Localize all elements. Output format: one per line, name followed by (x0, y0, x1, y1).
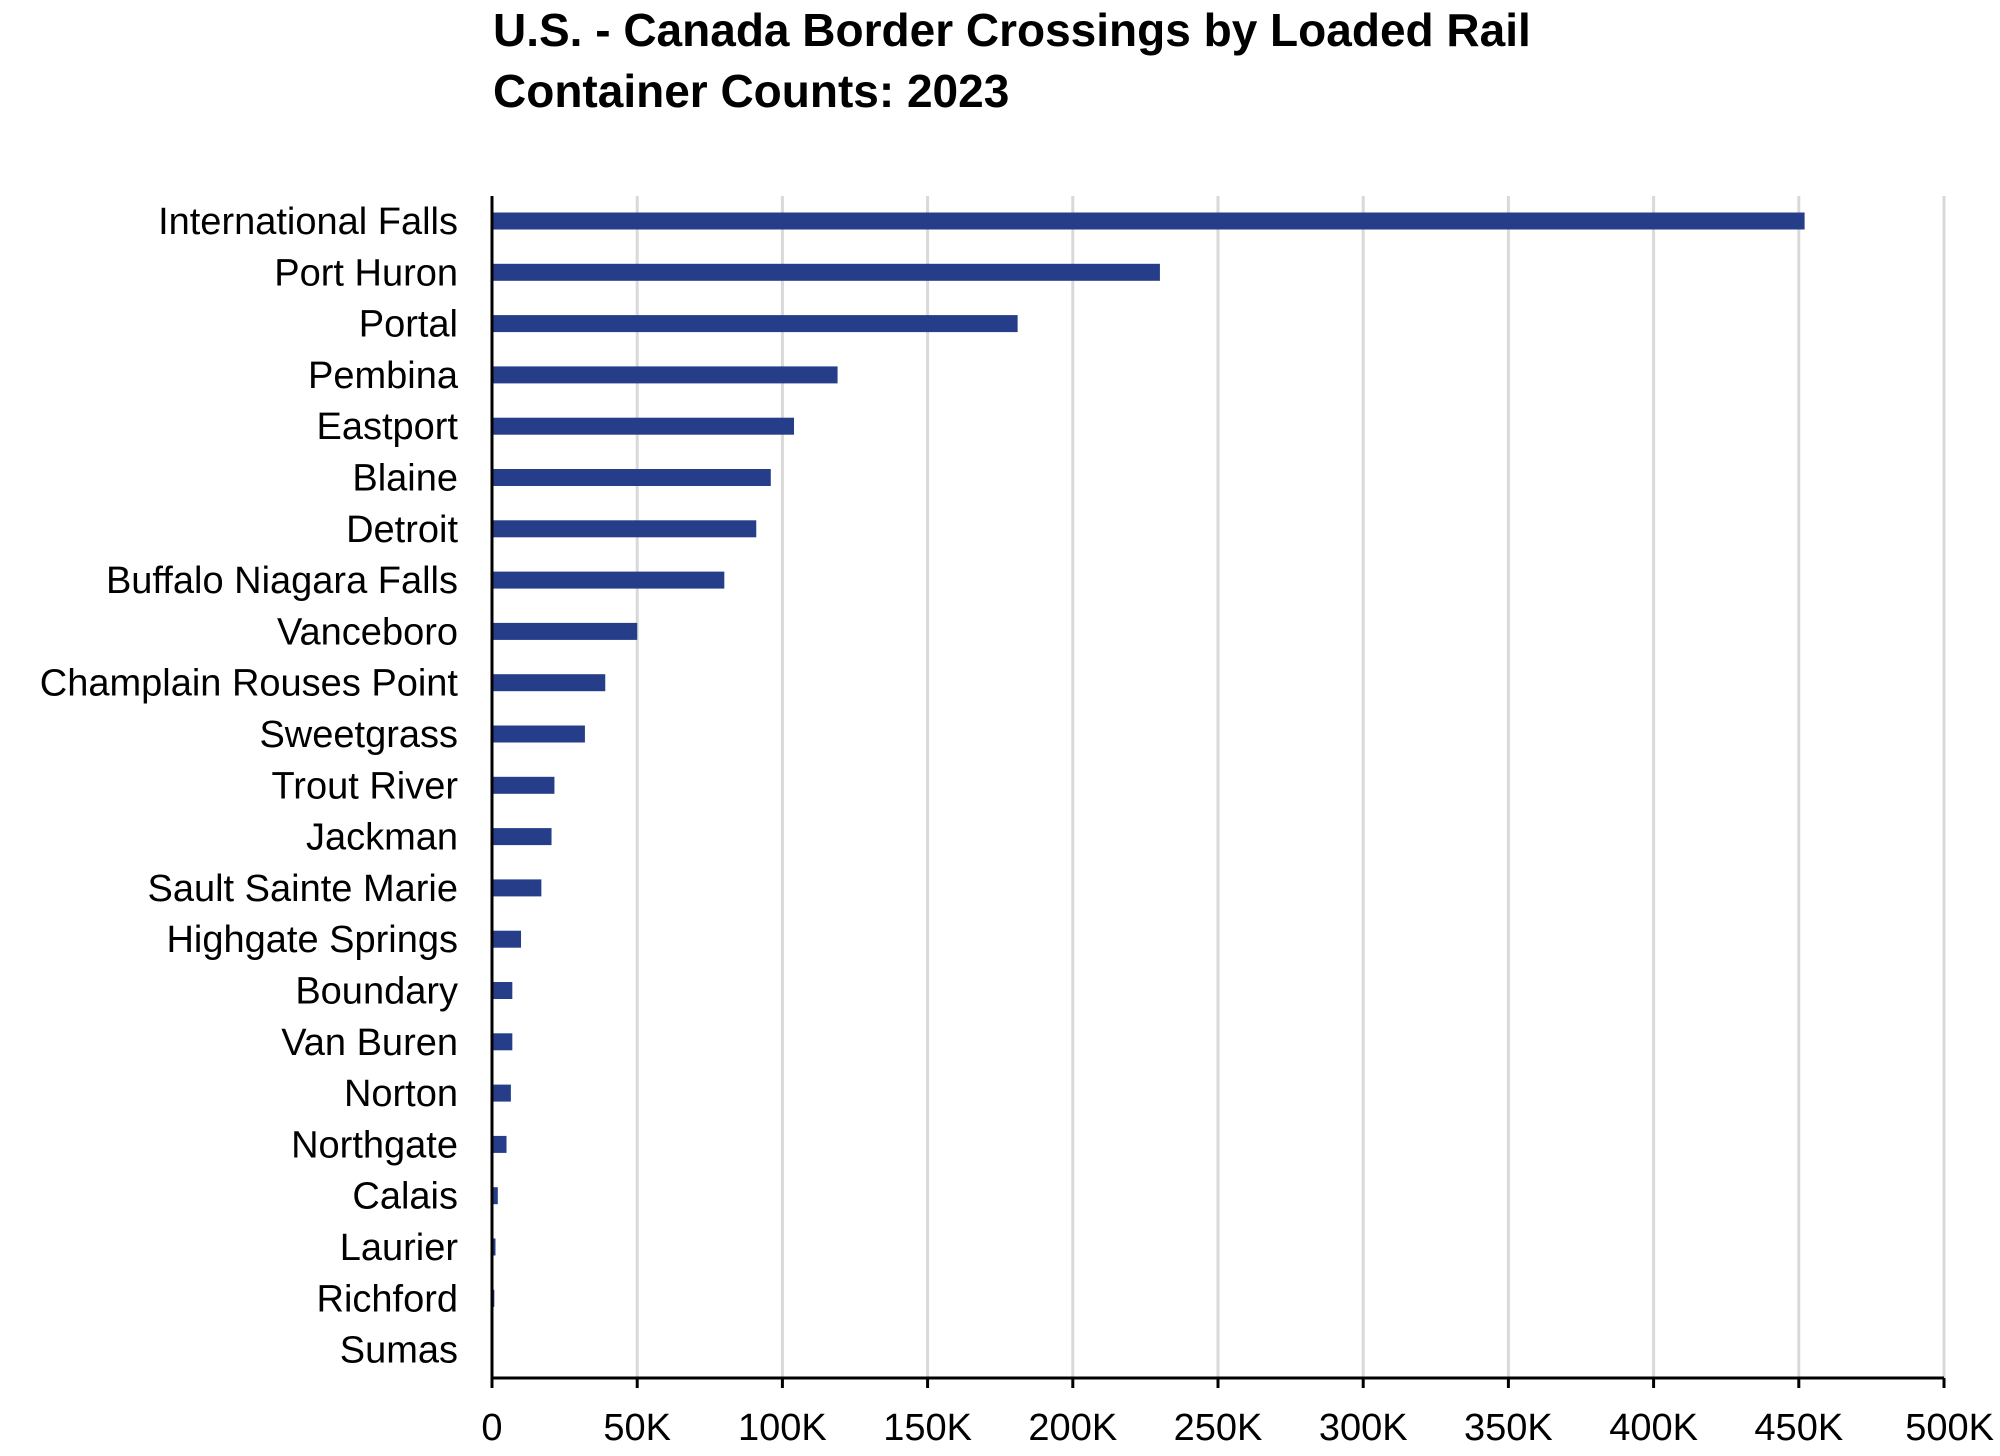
bar (492, 1033, 513, 1051)
bar (492, 469, 771, 486)
category-label: Portal (359, 304, 458, 346)
bar (492, 930, 522, 948)
bar (492, 622, 638, 640)
bar (492, 1084, 511, 1102)
x-tick-label: 400K (1609, 1407, 1698, 1449)
x-tick-label: 50K (603, 1407, 671, 1449)
category-label: Buffalo Niagara Falls (106, 560, 458, 602)
category-labels: International Falls Port Huron Portal Pembi… (40, 201, 459, 1372)
category-label: Richford (317, 1278, 459, 1320)
category-label: Sweetgrass (259, 714, 458, 756)
category-label: Laurier (340, 1227, 459, 1269)
bar (492, 366, 838, 384)
category-label: Calais (352, 1176, 458, 1218)
bar (492, 315, 1018, 333)
bar (492, 982, 513, 999)
x-tick-label: 300K (1319, 1407, 1408, 1449)
x-tick-label: 200K (1028, 1407, 1117, 1449)
x-tick-label: 450K (1754, 1407, 1843, 1449)
gridlines (635, 196, 1946, 1378)
category-label: Champlain Rouses Point (40, 663, 459, 705)
bar (492, 1135, 507, 1153)
x-tick-label: 350K (1464, 1407, 1553, 1449)
axes (490, 196, 1946, 1388)
category-label: Sumas (340, 1330, 458, 1372)
category-label: Jackman (306, 817, 458, 859)
bars (492, 212, 1805, 1307)
x-tick-label: 100K (738, 1407, 827, 1449)
category-label: Northgate (291, 1124, 458, 1166)
x-tick-label: 150K (883, 1407, 972, 1449)
category-label: Van Buren (281, 1022, 458, 1064)
bar (492, 1187, 498, 1205)
category-label: Trout River (271, 765, 458, 807)
bar (492, 879, 542, 897)
category-label: Blaine (352, 458, 458, 500)
bar (492, 263, 1160, 281)
category-label: Eastport (316, 406, 458, 448)
category-label: Sault Sainte Marie (148, 868, 459, 910)
bar (492, 776, 555, 794)
bar (492, 1238, 496, 1256)
chart-title-line-1: U.S. - Canada Border Crossings by Loaded… (493, 4, 1531, 56)
bar (492, 725, 585, 743)
chart-title-line-2: Container Counts: 2023 (493, 65, 1010, 117)
category-label: Norton (344, 1073, 458, 1115)
category-label: Pembina (308, 355, 459, 397)
category-label: Vanceboro (277, 611, 458, 653)
category-label: Port Huron (274, 252, 458, 294)
bar (492, 828, 552, 846)
bar (492, 520, 757, 538)
category-label: Detroit (346, 509, 458, 551)
x-tick-label: 250K (1174, 1407, 1263, 1449)
category-label: Highgate Springs (166, 919, 458, 961)
chart-title: U.S. - Canada Border Crossings by Loaded… (493, 0, 1893, 122)
x-tick-labels: 0 50K 100K 150K 200K 250K 300K 350K 400K 450K 500K (481, 1407, 1994, 1449)
category-label: International Falls (158, 201, 458, 243)
x-tick-label: 0 (481, 1407, 502, 1449)
x-tick-label: 500K (1905, 1407, 1994, 1449)
bar (492, 571, 725, 589)
bar (492, 417, 795, 435)
bar (492, 674, 606, 692)
category-label: Boundary (295, 971, 458, 1013)
bar (492, 212, 1805, 230)
